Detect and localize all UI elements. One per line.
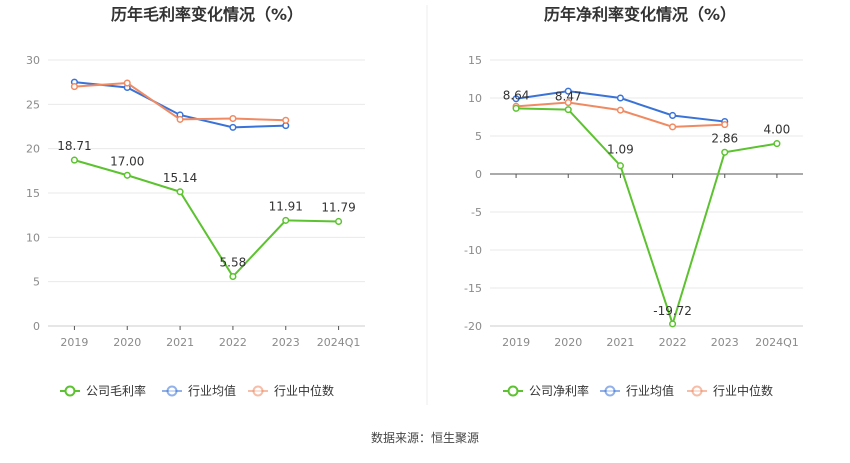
legend-item: 行业均值 xyxy=(600,383,674,398)
data-point xyxy=(616,94,624,102)
x-tick-label: 2024Q1 xyxy=(755,336,799,349)
data-point xyxy=(282,216,290,224)
data-label: 17.00 xyxy=(110,154,144,168)
data-label: 8.47 xyxy=(555,90,582,104)
y-tick-label: 15 xyxy=(26,187,40,200)
data-label: 2.86 xyxy=(711,131,738,145)
data-point xyxy=(229,272,237,281)
legend-marker xyxy=(507,385,519,397)
data-point xyxy=(616,106,624,114)
legend-label: 行业中位数 xyxy=(713,383,773,398)
x-tick-label: 2022 xyxy=(659,336,687,349)
gross-margin-chart: 历年毛利率变化情况（%） 0 5 10 15 20 25 30 2019 2020 2021 2022… xyxy=(26,5,365,398)
legend-item: 行业中位数 xyxy=(248,383,334,398)
data-point xyxy=(229,123,237,131)
x-tick-label: 2019 xyxy=(502,336,530,349)
data-point xyxy=(669,320,677,328)
series-line xyxy=(516,101,725,128)
data-label: 1.09 xyxy=(607,143,634,157)
data-point xyxy=(616,162,624,170)
data-label: 5.58 xyxy=(220,256,247,270)
x-tick-label: 2023 xyxy=(711,336,739,349)
data-label: -19.72 xyxy=(653,304,692,318)
x-tick-label: 2022 xyxy=(219,336,247,349)
y-tick-label: 5 xyxy=(33,276,40,289)
x-tick-label: 2021 xyxy=(606,336,634,349)
chart-title: 历年毛利率变化情况（%） xyxy=(111,5,303,24)
data-label: 8.64 xyxy=(503,88,530,102)
legend-label: 行业中位数 xyxy=(274,383,334,398)
legend-label: 行业均值 xyxy=(626,383,674,398)
data-source-note: 数据来源：恒生聚源 xyxy=(371,430,479,445)
legend-item: 公司净利率 xyxy=(503,383,589,398)
data-point xyxy=(335,217,343,226)
data-point xyxy=(229,114,237,123)
data-point xyxy=(70,156,78,164)
data-label: 4.00 xyxy=(764,123,791,137)
net-margin-chart: 历年净利率变化情况（%） -20 -15 -10 -5 0 5 10 15 2019 2020 202… xyxy=(464,5,803,398)
data-point xyxy=(123,79,131,87)
data-point xyxy=(512,95,520,103)
y-tick-label: -20 xyxy=(464,320,482,333)
data-point xyxy=(176,115,184,123)
series-line xyxy=(74,159,339,279)
data-label: 15.14 xyxy=(163,171,197,185)
data-point xyxy=(176,188,184,196)
y-tick-label: 10 xyxy=(468,92,482,105)
x-tick-label: 2020 xyxy=(113,336,141,349)
y-tick-label: 15 xyxy=(468,54,482,67)
legend-item: 公司毛利率 xyxy=(60,383,146,398)
y-tick-label: 25 xyxy=(26,98,40,111)
x-tick-label: 2024Q1 xyxy=(317,336,361,349)
legend-marker xyxy=(252,385,264,397)
data-label: 11.91 xyxy=(269,199,303,213)
legend-label: 行业均值 xyxy=(188,383,236,398)
legend-marker xyxy=(64,385,76,397)
data-point xyxy=(123,171,131,179)
legend-marker xyxy=(691,385,703,397)
legend-item: 行业中位数 xyxy=(687,383,773,398)
y-tick-label: 0 xyxy=(475,168,482,181)
legend-marker xyxy=(166,385,178,397)
x-tick-label: 2020 xyxy=(554,336,582,349)
y-tick-label: 0 xyxy=(33,320,40,333)
y-tick-label: -10 xyxy=(464,244,482,257)
y-tick-label: -5 xyxy=(471,206,482,219)
data-point xyxy=(669,123,677,131)
data-point xyxy=(564,106,572,114)
chart-title: 历年净利率变化情况（%） xyxy=(544,5,736,24)
data-label: 11.79 xyxy=(321,200,355,214)
legend-marker xyxy=(604,385,616,397)
data-point xyxy=(70,83,78,91)
y-tick-label: 5 xyxy=(475,130,482,143)
data-point xyxy=(564,87,572,95)
x-tick-label: 2023 xyxy=(272,336,300,349)
x-tick-label: 2021 xyxy=(166,336,194,349)
data-point xyxy=(721,148,729,156)
y-tick-label: -15 xyxy=(464,282,482,295)
legend-label: 公司净利率 xyxy=(529,383,589,398)
y-tick-label: 10 xyxy=(26,231,40,244)
y-tick-label: 20 xyxy=(26,143,40,156)
legend-label: 公司毛利率 xyxy=(86,383,146,398)
data-point xyxy=(721,121,729,129)
data-point xyxy=(669,111,677,120)
data-point xyxy=(564,99,572,107)
data-label: 18.71 xyxy=(57,139,91,153)
series-line xyxy=(516,107,778,328)
data-point xyxy=(773,140,781,148)
y-tick-label: 30 xyxy=(26,54,40,67)
x-tick-label: 2019 xyxy=(60,336,88,349)
legend-item: 行业均值 xyxy=(162,383,236,398)
data-point xyxy=(282,116,290,124)
data-point xyxy=(512,104,520,112)
